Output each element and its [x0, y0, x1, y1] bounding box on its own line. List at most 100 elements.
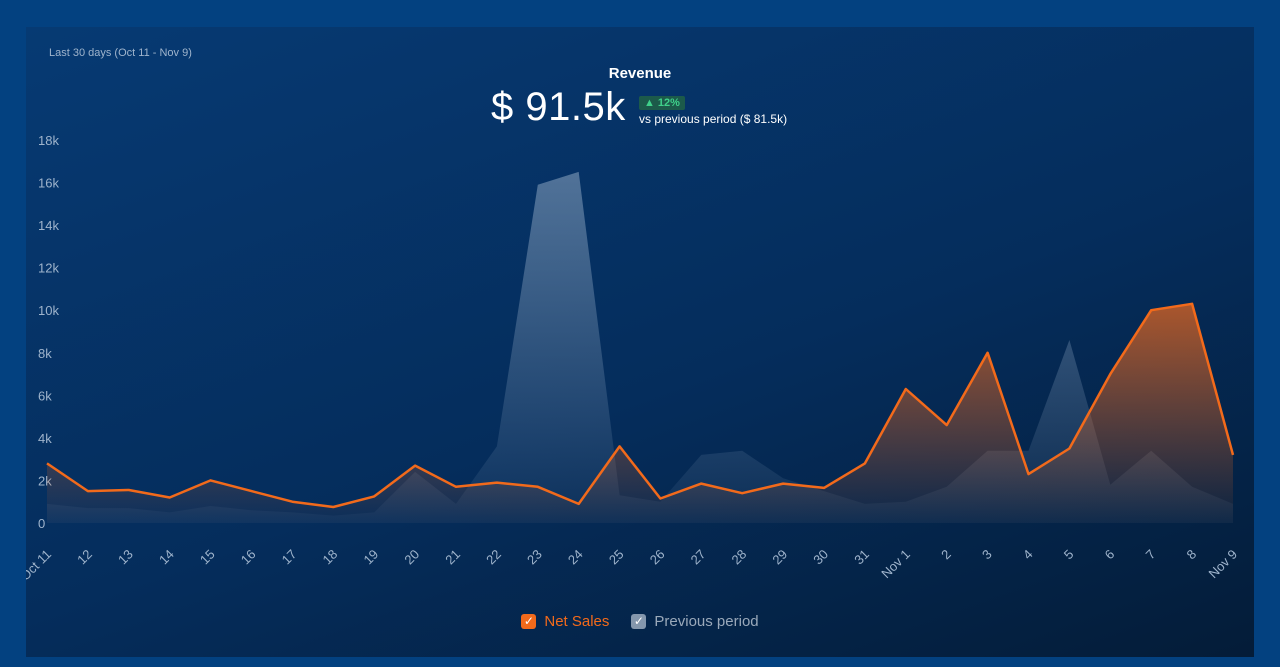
y-tick-label: 8k [38, 346, 52, 361]
legend: ✓ Net Sales ✓ Previous period [26, 613, 1254, 630]
net-sales-point[interactable] [577, 502, 581, 506]
net-sales-point[interactable] [331, 505, 335, 509]
net-sales-point[interactable] [618, 444, 622, 448]
previous-period-point[interactable] [1231, 502, 1235, 506]
net-sales-point[interactable] [495, 481, 499, 485]
legend-item-net-sales[interactable]: ✓ Net Sales [521, 613, 609, 630]
x-tick-label: 7 [1143, 547, 1159, 563]
net-sales-point[interactable] [1108, 372, 1112, 376]
net-sales-point[interactable] [290, 500, 294, 504]
x-tick-label: 26 [647, 547, 668, 568]
net-sales-point[interactable] [536, 485, 540, 489]
previous-period-point[interactable] [536, 183, 540, 187]
net-sales-point[interactable] [1149, 308, 1153, 312]
x-tick-label: 3 [979, 547, 995, 563]
previous-period-point[interactable] [249, 508, 253, 512]
previous-period-point[interactable] [658, 500, 662, 504]
x-tick-label: Nov 1 [878, 547, 913, 582]
y-tick-label: 10k [38, 303, 59, 318]
net-sales-point[interactable] [209, 478, 213, 482]
y-tick-label: 6k [38, 388, 52, 403]
x-tick-label: 27 [688, 547, 709, 568]
net-sales-point[interactable] [413, 464, 417, 468]
revenue-widget: Last 30 days (Oct 11 - Nov 9) Revenue $ … [26, 27, 1254, 657]
previous-period-point[interactable] [822, 489, 826, 493]
x-tick-label: 13 [115, 547, 136, 568]
x-tick-label: 31 [851, 547, 872, 568]
previous-period-point[interactable] [1108, 483, 1112, 487]
x-tick-label: 12 [74, 547, 95, 568]
previous-period-point[interactable] [863, 502, 867, 506]
previous-period-point[interactable] [1149, 449, 1153, 453]
net-sales-point[interactable] [863, 461, 867, 465]
net-sales-point[interactable] [1067, 447, 1071, 451]
net-sales-point[interactable] [699, 482, 703, 486]
previous-period-point[interactable] [168, 510, 172, 514]
legend-item-previous-period[interactable]: ✓ Previous period [631, 613, 759, 630]
previous-period-point[interactable] [454, 502, 458, 506]
x-tick-label: 28 [729, 547, 750, 568]
previous-period-point[interactable] [86, 506, 90, 510]
checkbox-checked-icon[interactable]: ✓ [521, 614, 537, 629]
net-sales-point[interactable] [127, 488, 131, 492]
net-sales-point[interactable] [249, 489, 253, 493]
x-tick-label: 21 [442, 547, 463, 568]
previous-period-point[interactable] [577, 170, 581, 174]
y-tick-label: 0 [38, 516, 45, 531]
net-sales-point[interactable] [168, 495, 172, 499]
x-tick-label: 25 [606, 547, 627, 568]
previous-period-point[interactable] [781, 476, 785, 480]
previous-period-point[interactable] [45, 502, 49, 506]
net-sales-point[interactable] [454, 485, 458, 489]
net-sales-point[interactable] [986, 351, 990, 355]
net-sales-point[interactable] [1231, 453, 1235, 457]
net-sales-point[interactable] [1027, 472, 1031, 476]
x-tick-label: 16 [238, 547, 259, 568]
arrow-up-icon: ▲ [644, 97, 655, 109]
checkbox-checked-icon[interactable]: ✓ [631, 614, 647, 629]
net-sales-point[interactable] [740, 491, 744, 495]
previous-period-point[interactable] [1067, 338, 1071, 342]
net-sales-point[interactable] [86, 489, 90, 493]
delta-badge: ▲ 12% [639, 96, 685, 110]
previous-period-point[interactable] [618, 493, 622, 497]
x-tick-label: 2 [938, 547, 954, 563]
previous-period-point[interactable] [1027, 449, 1031, 453]
x-tick-label: 15 [197, 547, 218, 568]
net-sales-point[interactable] [45, 461, 49, 465]
net-sales-point[interactable] [781, 482, 785, 486]
x-axis: Oct 11 12 13 14 15 16 17 18 19 20 21 22 23 24 25 26 27 28… [26, 547, 1240, 584]
net-sales-point[interactable] [372, 494, 376, 498]
previous-period-point[interactable] [904, 500, 908, 504]
kpi-value: $ 91.5k [491, 85, 626, 129]
previous-period-point[interactable] [290, 510, 294, 514]
previous-period-point[interactable] [372, 510, 376, 514]
x-tick-label: 30 [810, 547, 831, 568]
y-tick-label: 4k [38, 431, 52, 446]
previous-period-point[interactable] [495, 444, 499, 448]
net-sales-point[interactable] [1190, 302, 1194, 306]
y-tick-label: 18k [38, 133, 59, 148]
series-net-sales-line [46, 302, 1235, 509]
previous-period-point[interactable] [945, 485, 949, 489]
x-tick-label: 4 [1020, 547, 1036, 563]
chart-title: Revenue [608, 65, 672, 82]
legend-label: Net Sales [544, 613, 610, 630]
legend-label: Previous period [654, 613, 759, 630]
x-tick-label: 20 [401, 547, 422, 568]
y-tick-label: 14k [38, 218, 59, 233]
net-sales-point[interactable] [904, 387, 908, 391]
previous-period-point[interactable] [127, 506, 131, 510]
series-layer [45, 170, 1235, 523]
previous-period-point[interactable] [331, 514, 335, 518]
x-tick-label: 29 [769, 547, 790, 568]
x-tick-label: 24 [565, 547, 586, 568]
previous-period-point[interactable] [699, 453, 703, 457]
net-sales-point[interactable] [945, 423, 949, 427]
previous-period-point[interactable] [413, 470, 417, 474]
previous-period-point[interactable] [1190, 485, 1194, 489]
previous-period-point[interactable] [740, 449, 744, 453]
previous-period-point[interactable] [986, 449, 990, 453]
previous-period-point[interactable] [209, 504, 213, 508]
x-tick-label: 17 [279, 547, 300, 568]
